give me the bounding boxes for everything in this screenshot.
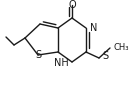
Text: CH₃: CH₃ (113, 44, 129, 53)
Text: S: S (35, 50, 41, 60)
Text: S: S (102, 51, 108, 61)
Text: NH: NH (54, 58, 69, 68)
Text: O: O (68, 0, 76, 10)
Text: N: N (90, 23, 97, 33)
